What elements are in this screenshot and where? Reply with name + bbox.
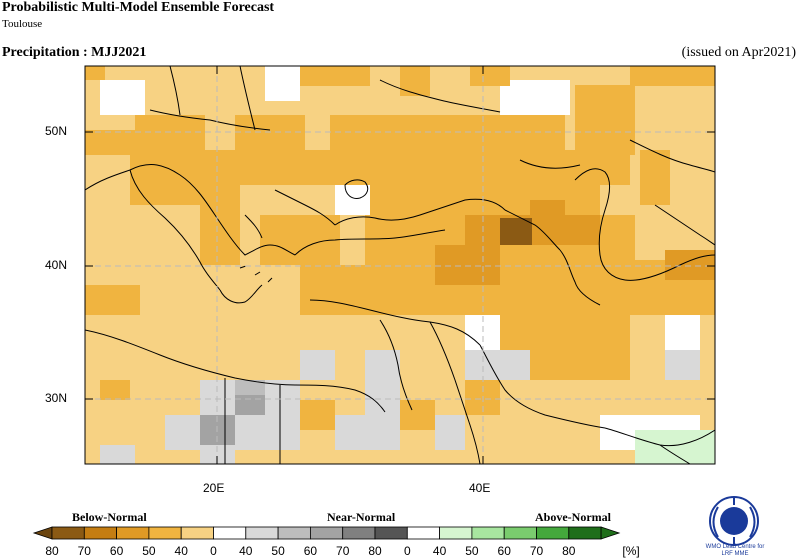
legend-swatch — [374, 526, 408, 540]
lon-label-40e: 40E — [469, 481, 491, 495]
legend-swatch — [51, 526, 85, 540]
legend-tick-label: 40 — [239, 544, 253, 558]
legend-tick-label: 80 — [368, 544, 382, 558]
legend-tick-label: 70 — [530, 544, 544, 558]
issued-date: (issued on Apr2021) — [681, 45, 796, 60]
legend-tick-label: 40 — [175, 544, 189, 558]
legend-swatch — [245, 526, 279, 540]
variable-period-label: Precipitation : MJJ2021 — [2, 45, 147, 60]
forecast-title: Probabilistic Multi-Model Ensemble Forec… — [2, 0, 275, 15]
lon-label-20e: 20E — [203, 481, 225, 495]
legend-tick-label: 0 — [404, 544, 411, 558]
legend-swatch — [439, 526, 473, 540]
graticule — [85, 66, 715, 464]
legend-swatch — [503, 526, 537, 540]
legend-tick-label: 50 — [142, 544, 156, 558]
legend-swatch — [180, 526, 214, 540]
legend-tick-label: 0 — [210, 544, 217, 558]
legend-swatch — [406, 526, 440, 540]
legend-swatch — [213, 526, 247, 540]
lat-label-50n: 50N — [45, 124, 68, 138]
legend-arrow-left — [32, 526, 53, 540]
legend-swatch — [277, 526, 311, 540]
wmo-logo-text: WMO Lead Centre for LRF MME — [705, 544, 765, 557]
axis-ticks — [85, 66, 715, 464]
legend-tick-label: 80 — [45, 544, 59, 558]
legend-tick-label: 70 — [78, 544, 92, 558]
legend-swatch — [342, 526, 376, 540]
wmo-logo — [709, 496, 759, 546]
forecast-map — [84, 65, 716, 465]
legend-swatch — [83, 526, 118, 540]
legend-tick-label: 70 — [336, 544, 350, 558]
lat-label-40n: 40N — [45, 258, 68, 272]
legend-tick-label: 60 — [304, 544, 318, 558]
legend-tick-label: 60 — [498, 544, 512, 558]
legend-tick-label: 50 — [271, 544, 285, 558]
legend-below-normal: Below-Normal — [72, 510, 147, 524]
lat-label-30n: 30N — [45, 391, 68, 405]
legend-tick-label: 50 — [465, 544, 479, 558]
map-frame — [84, 65, 716, 465]
color-legend: 80 70 60 50 40 0 40 50 60 70 80 0 40 50 60 70 80 [%] — [32, 526, 640, 558]
legend-above-normal: Above-Normal — [535, 510, 611, 524]
legend-tick-label: 40 — [433, 544, 447, 558]
legend-swatch — [471, 526, 505, 540]
centre-name: Toulouse — [2, 18, 43, 30]
legend-swatch — [568, 526, 602, 540]
legend-tick-label: 60 — [110, 544, 124, 558]
probability-grid — [85, 66, 715, 464]
legend-near-normal: Near-Normal — [327, 510, 396, 524]
legend-swatch — [116, 526, 150, 540]
legend-swatch — [148, 526, 182, 540]
legend-tick-label: 80 — [562, 544, 576, 558]
legend-swatch — [309, 526, 344, 540]
legend-unit-label: [%] — [622, 544, 639, 558]
legend-arrow-right — [600, 526, 621, 540]
legend-swatch — [536, 526, 570, 540]
coastlines-borders — [85, 66, 715, 464]
